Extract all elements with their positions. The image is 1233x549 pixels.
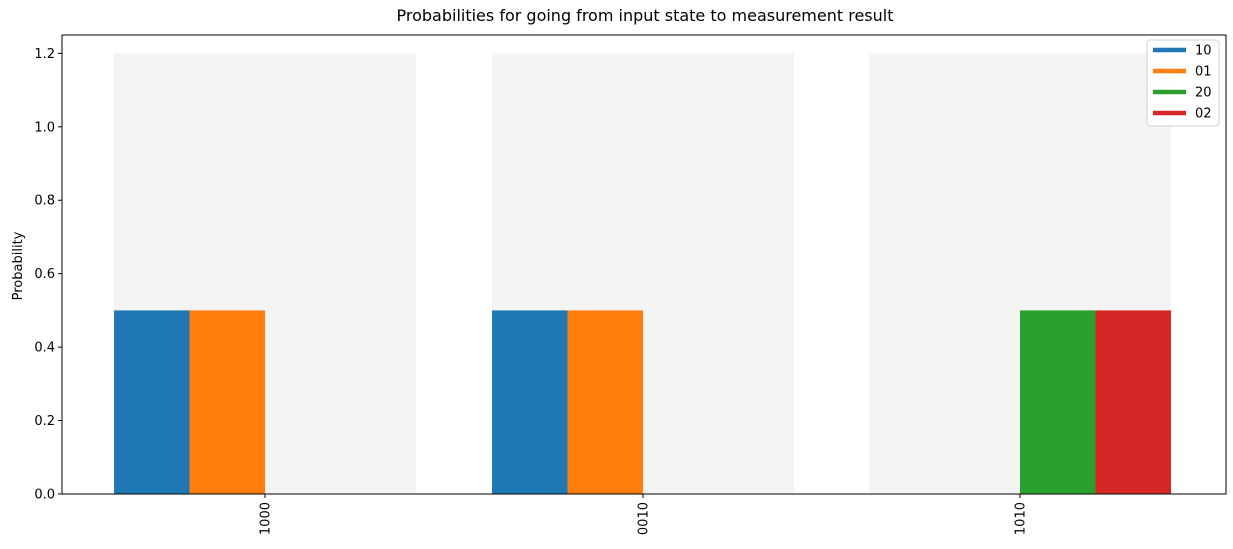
y-tick-label: 0.4 bbox=[34, 341, 55, 356]
chart-title: Probabilities for going from input state… bbox=[397, 6, 894, 25]
category-background-layer bbox=[114, 53, 1171, 495]
legend-label-02: 02 bbox=[1195, 107, 1212, 122]
y-tick-label: 0.0 bbox=[34, 488, 55, 503]
axes: 0.0 0.2 0.4 0.6 0.8 1.0 1.2 1000 0010 1010 bbox=[34, 34, 1227, 535]
x-tick-label-0010: 0010 bbox=[637, 502, 652, 535]
bar-1010-02 bbox=[1095, 310, 1171, 494]
legend-label-01: 01 bbox=[1195, 65, 1212, 80]
legend-label-20: 20 bbox=[1195, 86, 1212, 101]
legend-label-10: 10 bbox=[1195, 44, 1212, 59]
legend: 10 01 20 02 bbox=[1146, 39, 1220, 127]
plot-frame bbox=[61, 34, 1227, 495]
bar-0010-01 bbox=[567, 310, 643, 494]
y-axis-label: Probability bbox=[11, 231, 26, 300]
legend-box bbox=[1146, 39, 1220, 127]
bar-1010-20 bbox=[1020, 310, 1096, 494]
bar-layer bbox=[114, 310, 1171, 494]
y-tick-label: 0.8 bbox=[34, 194, 55, 209]
y-tick-label: 1.0 bbox=[34, 120, 55, 135]
y-tick-label: 0.2 bbox=[34, 414, 55, 429]
y-tick-label: 1.2 bbox=[34, 47, 55, 62]
x-tick-label-1010: 1010 bbox=[1014, 502, 1029, 535]
bar-0010-10 bbox=[492, 310, 568, 494]
bar-1000-01 bbox=[189, 310, 265, 494]
y-tick-label: 0.6 bbox=[34, 267, 55, 282]
x-tick-label-1000: 1000 bbox=[259, 502, 274, 535]
bar-1000-10 bbox=[114, 310, 190, 494]
